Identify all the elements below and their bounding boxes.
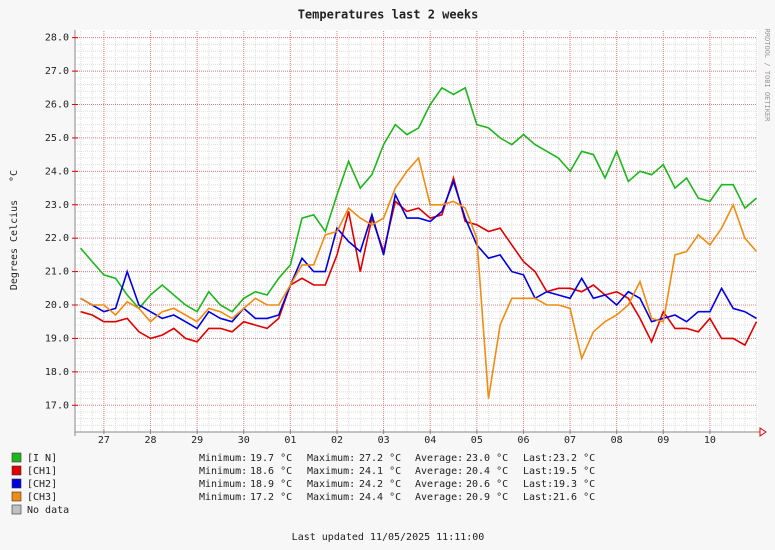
y-tick-label: 17.0 [45, 400, 69, 411]
stat-label: Last: [523, 466, 553, 477]
legend-label: [I N] [27, 453, 57, 464]
x-tick-label: 09 [657, 435, 669, 446]
stat-value: 21.6 °C [553, 492, 595, 503]
stat-label: Minimum: [199, 453, 247, 464]
legend-label: [CH2] [27, 479, 57, 490]
y-tick-label: 20.0 [45, 300, 69, 311]
y-tick-label: 26.0 [45, 100, 69, 111]
y-tick-label: 27.0 [45, 66, 69, 77]
y-axis-label: Degrees Celcius [9, 200, 20, 290]
stat-label: Average: [415, 466, 463, 477]
y-tick-label: 23.0 [45, 200, 69, 211]
stat-label: Minimum: [199, 466, 247, 477]
stat-value: 27.2 °C [359, 453, 401, 464]
x-tick-label: 27 [98, 435, 110, 446]
stat-label: Last: [523, 492, 553, 503]
legend-label: [CH1] [27, 466, 57, 477]
legend-label: No data [27, 505, 69, 516]
stat-label: Minimum: [199, 492, 247, 503]
x-tick-label: 10 [704, 435, 716, 446]
lines [79, 86, 758, 399]
legend-label: [CH3] [27, 492, 57, 503]
y-axis-unit: °C [9, 170, 20, 182]
stat-value: 18.9 °C [250, 479, 292, 490]
stat-label: Average: [415, 479, 463, 490]
x-tick-label: 01 [284, 435, 296, 446]
stat-value: 24.2 °C [359, 479, 401, 490]
footer: Last updated 11/05/2025 11:11:00 [292, 532, 485, 543]
x-tick-label: 03 [378, 435, 390, 446]
legend-swatch [11, 504, 22, 515]
x-tick-label: 04 [424, 435, 436, 446]
stat-value: 24.4 °C [359, 492, 401, 503]
x-tick-label: 28 [144, 435, 156, 446]
series-line [79, 86, 758, 313]
x-tick-label: 30 [238, 435, 250, 446]
chart-title: Temperatures last 2 weeks [298, 8, 479, 22]
plot-area [75, 30, 758, 432]
stat-value: 19.7 °C [250, 453, 292, 464]
axes: 17.0 18.0 19.0 20.0 21.0 22.0 23.0 24.0 25.0 26.0… [45, 30, 767, 446]
stat-value: 24.1 °C [359, 466, 401, 477]
legend-swatch [11, 452, 22, 463]
stat-value: 23.2 °C [553, 453, 595, 464]
y-tick-label: 21.0 [45, 267, 69, 278]
legend-swatch [11, 491, 22, 502]
y-tick-label: 25.0 [45, 133, 69, 144]
stat-value: 18.6 °C [250, 466, 292, 477]
x-tick-label: 02 [331, 435, 343, 446]
x-tick-label: 29 [191, 435, 203, 446]
stat-value: 17.2 °C [250, 492, 292, 503]
stat-value: 20.6 °C [466, 479, 508, 490]
stat-value: 19.3 °C [553, 479, 595, 490]
x-tick-label: 07 [564, 435, 576, 446]
stat-label: Maximum: [307, 479, 355, 490]
stat-label: Average: [415, 453, 463, 464]
stat-label: Last: [523, 479, 553, 490]
stat-label: Maximum: [307, 492, 355, 503]
y-tick-label: 22.0 [45, 233, 69, 244]
series-line [80, 156, 758, 399]
stat-value: 23.0 °C [466, 453, 508, 464]
x-tick-label: 06 [517, 435, 529, 446]
y-tick-label: 18.0 [45, 367, 69, 378]
stat-label: Maximum: [307, 453, 355, 464]
stat-value: 20.9 °C [466, 492, 508, 503]
stat-value: 19.5 °C [553, 466, 595, 477]
x-tick-label: 05 [471, 435, 483, 446]
grid [75, 31, 758, 432]
series-line [80, 175, 758, 347]
y-tick-label: 19.0 [45, 333, 69, 344]
stat-label: Last: [523, 453, 553, 464]
series-line [80, 178, 757, 330]
legend: [I N] Minimum: 19.7 °C Maximum: 27.2 °C Avera… [11, 452, 595, 516]
legend-swatch [11, 465, 22, 476]
stat-label: Minimum: [199, 479, 247, 490]
x-tick-label: 08 [611, 435, 623, 446]
x-arrow [759, 427, 767, 437]
stat-label: Average: [415, 492, 463, 503]
watermark: RRDTOOL / TOBI OETIKER [763, 29, 771, 123]
y-tick-label: 24.0 [45, 166, 69, 177]
y-tick-label: 28.0 [45, 33, 69, 44]
legend-swatch [11, 478, 22, 489]
stat-value: 20.4 °C [466, 466, 508, 477]
stat-label: Maximum: [307, 466, 355, 477]
